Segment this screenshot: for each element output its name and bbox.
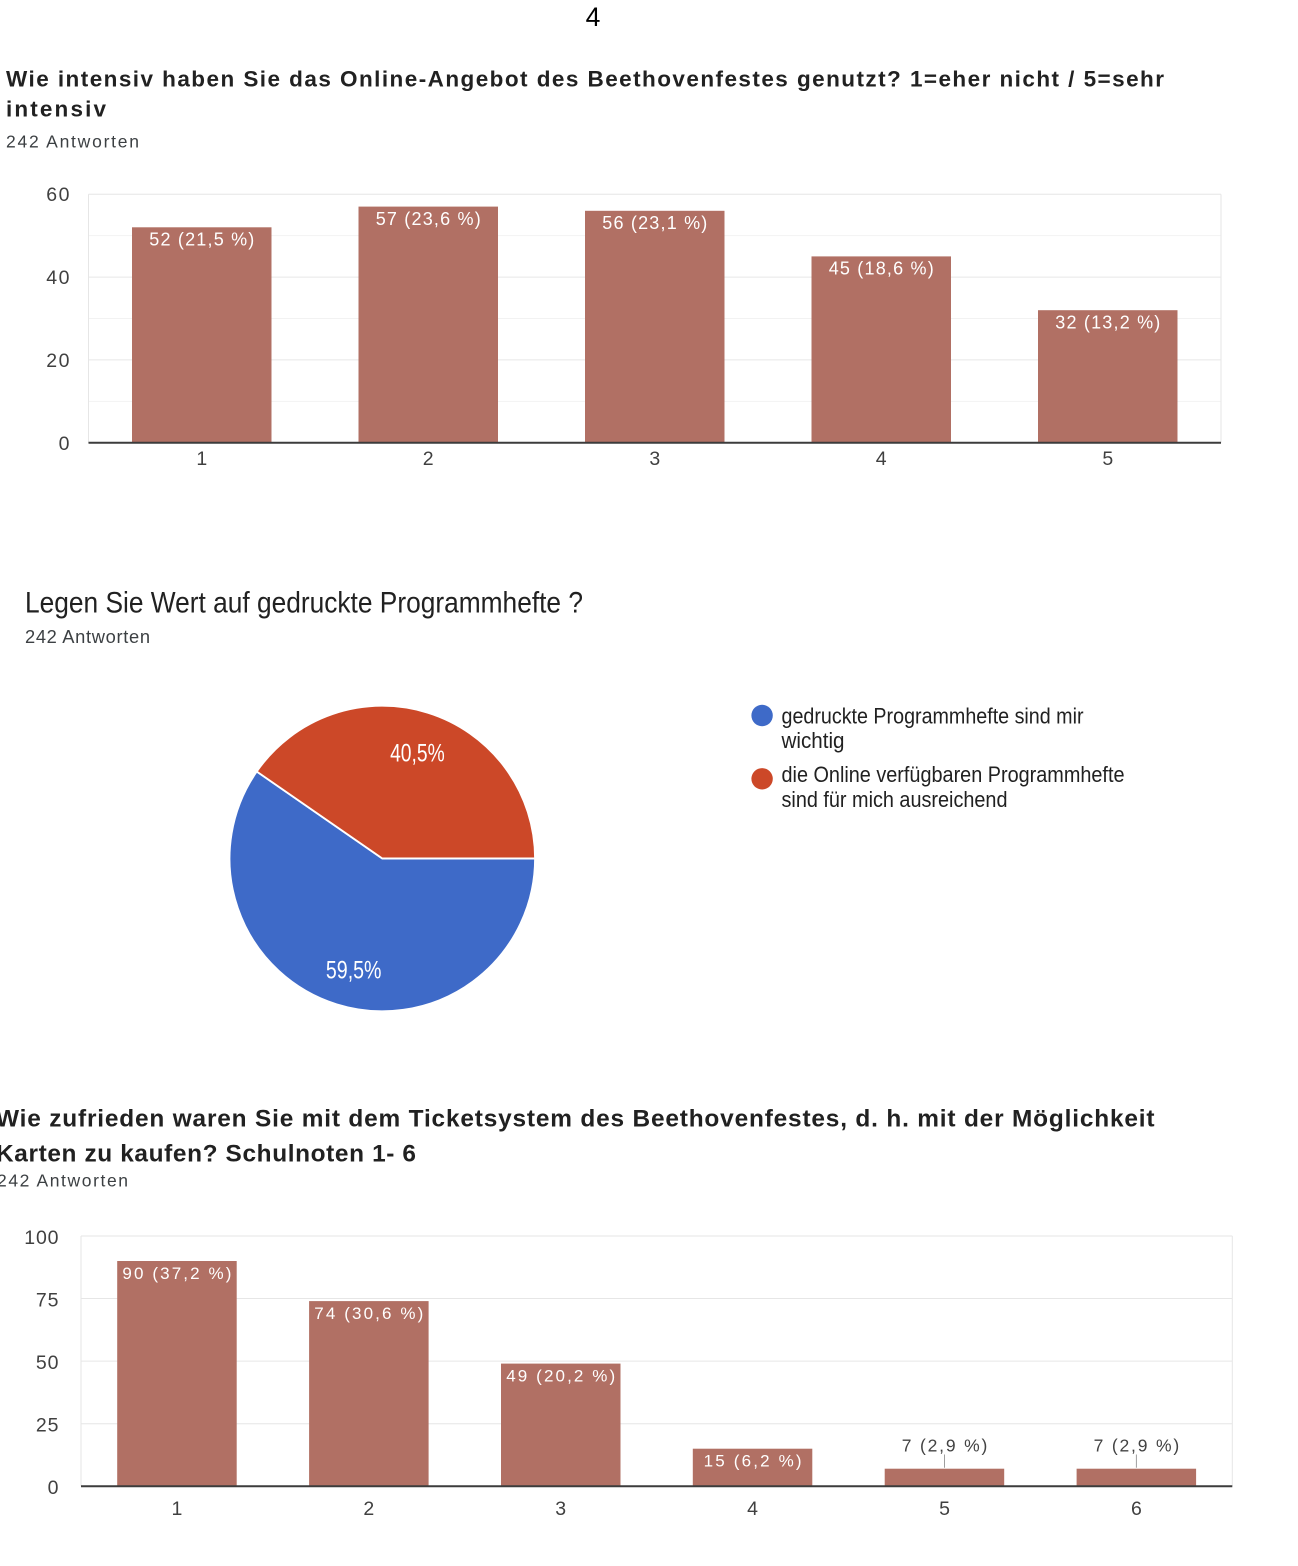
svg-text:59,5%: 59,5% — [326, 956, 382, 984]
svg-text:100: 100 — [24, 1227, 58, 1249]
svg-text:Karten zu kaufen? Schulnoten 1: Karten zu kaufen? Schulnoten 1- 6 — [0, 1140, 416, 1167]
svg-text:Legen Sie Wert auf gedruckte P: Legen Sie Wert auf gedruckte Programmhef… — [25, 586, 583, 619]
svg-text:wichtig: wichtig — [781, 728, 845, 753]
svg-text:Wie zufrieden waren Sie mit de: Wie zufrieden waren Sie mit dem Ticketsy… — [0, 1105, 1155, 1132]
svg-text:4: 4 — [876, 448, 887, 470]
svg-text:45 (18,6 %): 45 (18,6 %) — [829, 259, 934, 279]
svg-text:4: 4 — [747, 1498, 758, 1520]
svg-text:50: 50 — [36, 1352, 59, 1374]
svg-text:0: 0 — [48, 1477, 59, 1499]
svg-text:242 Antworten: 242 Antworten — [6, 132, 139, 152]
svg-text:3: 3 — [649, 448, 660, 470]
svg-text:7 (2,9 %): 7 (2,9 %) — [902, 1436, 988, 1456]
svg-text:7 (2,9 %): 7 (2,9 %) — [1094, 1436, 1180, 1456]
svg-text:40: 40 — [46, 267, 69, 289]
svg-text:5: 5 — [1102, 448, 1113, 470]
svg-text:60: 60 — [46, 184, 69, 206]
svg-text:25: 25 — [36, 1415, 59, 1437]
svg-text:6: 6 — [1131, 1498, 1142, 1520]
svg-text:49 (20,2 %): 49 (20,2 %) — [506, 1366, 615, 1385]
svg-text:5: 5 — [939, 1498, 950, 1520]
svg-text:57 (23,6 %): 57 (23,6 %) — [376, 209, 481, 229]
svg-text:2: 2 — [363, 1498, 374, 1520]
svg-text:1: 1 — [196, 448, 207, 470]
svg-text:1: 1 — [171, 1498, 182, 1520]
svg-text:56 (23,1 %): 56 (23,1 %) — [602, 213, 707, 233]
svg-text:90 (37,2 %): 90 (37,2 %) — [122, 1264, 231, 1283]
svg-text:4: 4 — [586, 2, 601, 32]
svg-text:3: 3 — [555, 1498, 566, 1520]
svg-text:242 Antworten: 242 Antworten — [0, 1170, 128, 1190]
svg-text:intensiv: intensiv — [6, 96, 106, 121]
svg-text:32 (13,2 %): 32 (13,2 %) — [1055, 313, 1160, 333]
svg-text:75: 75 — [36, 1290, 59, 1312]
svg-text:74 (30,6 %): 74 (30,6 %) — [314, 1304, 423, 1323]
svg-text:0: 0 — [59, 433, 70, 455]
svg-text:40,5%: 40,5% — [390, 740, 445, 768]
svg-text:Wie intensiv haben Sie das Onl: Wie intensiv haben Sie das Online-Angebo… — [6, 66, 1164, 91]
svg-text:20: 20 — [46, 350, 69, 372]
svg-text:15 (6,2 %): 15 (6,2 %) — [704, 1452, 802, 1471]
svg-text:die Online verfügbaren Program: die Online verfügbaren Programmhefte — [782, 762, 1125, 787]
svg-text:52 (21,5 %): 52 (21,5 %) — [149, 230, 254, 250]
svg-text:sind für mich ausreichend: sind für mich ausreichend — [782, 787, 1008, 812]
svg-text:242 Antworten: 242 Antworten — [25, 626, 150, 647]
svg-text:gedruckte Programmhefte sind m: gedruckte Programmhefte sind mir — [782, 704, 1084, 729]
svg-text:2: 2 — [423, 448, 434, 470]
